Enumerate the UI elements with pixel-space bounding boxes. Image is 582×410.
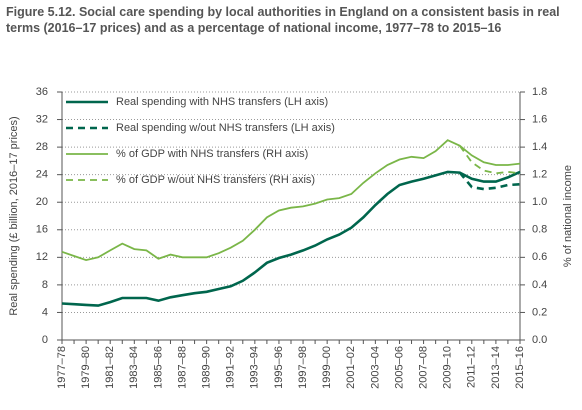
x-tick-label: 1995–96	[273, 346, 285, 389]
y2-tick-label: 0.2	[532, 306, 547, 318]
legend-label: Real spending w/out NHS transfers (LH ax…	[116, 122, 335, 134]
x-tick-label: 1985–86	[152, 346, 164, 389]
y2-tick-label: 1.2	[532, 169, 547, 181]
x-tick-label: 1977–78	[56, 346, 68, 389]
legend-label: Real spending with NHS transfers (LH axi…	[116, 96, 328, 108]
y2-tick-label: 0.0	[532, 334, 547, 346]
series-line	[61, 139, 521, 262]
y-tick-label: 24	[36, 169, 48, 181]
x-tick-label: 2005–06	[393, 346, 405, 389]
chart-title: Figure 5.12. Social care spending by loc…	[6, 5, 560, 35]
series-line	[61, 170, 521, 307]
x-tick-label: 1991–92	[225, 346, 237, 389]
x-tick-label: 1987–88	[176, 346, 188, 389]
y-tick-label: 16	[36, 224, 48, 236]
x-tick-label: 2007–08	[417, 346, 429, 389]
x-tick-label: 1989–90	[201, 346, 213, 389]
y2-tick-label: 1.0	[532, 196, 547, 208]
y2-tick-label: 1.4	[532, 141, 547, 153]
y2-tick-label: 0.4	[532, 279, 547, 291]
y-axis-label: Real spending (£ billion, 2016–17 prices…	[8, 116, 20, 315]
y-tick-label: 0	[42, 334, 48, 346]
x-tick-label: 2013–14	[490, 346, 502, 389]
x-tick-label: 1979–80	[80, 346, 92, 389]
series-line	[458, 171, 521, 191]
y2-tick-label: 1.6	[532, 113, 547, 125]
x-tick-label: 1983–84	[128, 346, 140, 389]
x-tick-label: 2015–16	[514, 346, 526, 389]
x-tick-label: 2001–02	[345, 346, 357, 389]
series-line	[458, 145, 521, 175]
y2-tick-label: 0.6	[532, 251, 547, 263]
y-tick-label: 32	[36, 113, 48, 125]
x-tick-label: 1999–00	[321, 346, 333, 389]
y-tick-label: 12	[36, 251, 48, 263]
y-tick-label: 36	[36, 86, 48, 98]
y-tick-label: 8	[42, 279, 48, 291]
x-tick-label: 1997–98	[297, 346, 309, 389]
y2-axis-label: % of national income	[562, 165, 574, 267]
x-tick-label: 2009–10	[442, 346, 454, 389]
y-tick-label: 28	[36, 141, 48, 153]
x-tick-label: 2003–04	[369, 346, 381, 389]
x-tick-label: 2011–12	[466, 346, 478, 388]
legend-label: % of GDP with NHS transfers (RH axis)	[116, 148, 308, 160]
y-tick-label: 4	[42, 306, 48, 318]
legend-label: % of GDP w/out NHS transfers (RH axis)	[116, 174, 315, 186]
y-tick-label: 20	[36, 196, 48, 208]
x-tick-label: 1993–94	[249, 346, 261, 389]
y2-tick-label: 1.8	[532, 86, 547, 98]
x-tick-label: 1981–82	[104, 346, 116, 389]
y2-tick-label: 0.8	[532, 224, 547, 236]
